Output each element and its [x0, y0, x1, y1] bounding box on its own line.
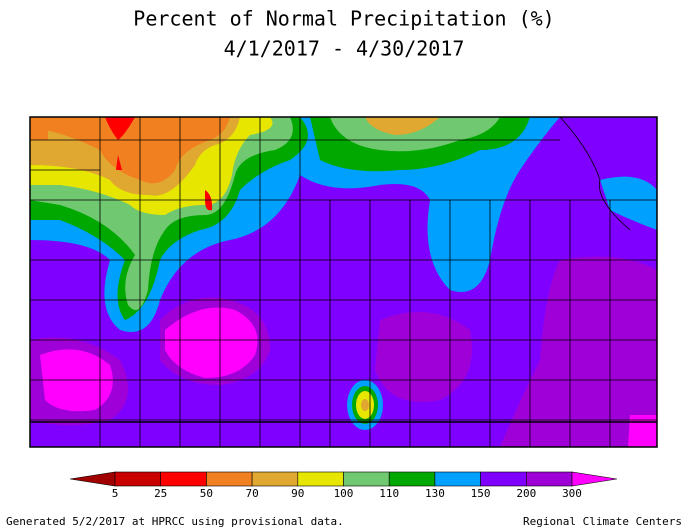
legend-label: 5	[112, 487, 119, 500]
legend-label: 300	[562, 487, 582, 500]
footer-left: Generated 5/2/2017 at HPRCC using provis…	[6, 515, 344, 528]
legend-swatch	[251, 471, 299, 487]
legend-label: 50	[200, 487, 213, 500]
legend-swatch	[206, 471, 253, 487]
legend-label: 90	[291, 487, 304, 500]
legend-label: 200	[516, 487, 536, 500]
legend-swatch	[297, 471, 344, 487]
legend-swatch	[571, 471, 618, 487]
legend-swatch	[114, 471, 162, 487]
legend-label: 25	[154, 487, 167, 500]
legend-label: 130	[425, 487, 445, 500]
legend-swatch	[160, 471, 207, 487]
legend-label: 110	[379, 487, 399, 500]
map-subtitle: 4/1/2017 - 4/30/2017	[224, 37, 465, 61]
legend-swatch	[69, 471, 116, 487]
legend-swatch	[388, 471, 436, 487]
legend-swatch	[434, 471, 481, 487]
legend-label: 150	[471, 487, 491, 500]
legend: 5 25 50 70 90 100 110 130 150 200 300	[69, 471, 618, 500]
legend-label: 100	[334, 487, 354, 500]
legend-swatch	[480, 471, 527, 487]
precip-map	[29, 116, 658, 448]
legend-swatch	[343, 471, 390, 487]
map-title: Percent of Normal Precipitation (%)	[133, 7, 554, 31]
footer-right: Regional Climate Centers	[523, 515, 682, 528]
legend-label: 70	[245, 487, 258, 500]
legend-swatch	[525, 471, 573, 487]
